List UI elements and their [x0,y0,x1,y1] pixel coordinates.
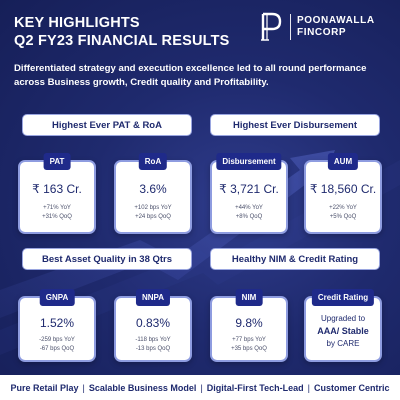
logo-line-1: POONAWALLA [297,15,375,26]
card-qoq: +31% QoQ [42,214,72,220]
card-qoq: -67 bps QoQ [39,346,75,352]
card-qoq: +35 bps QoQ [231,346,267,352]
growth-arrow-decoration [0,150,400,355]
card-credit-rating: Credit Rating Upgraded to AAA/ Stable by… [304,289,382,362]
card-roa: RoA 3.6% +102 bps YoY +24 bps QoQ [114,153,192,234]
footer-item: Pure Retail Play [10,382,79,393]
title-line-1: KEY HIGHLIGHTS [14,15,140,31]
card-value: ₹ 163 Cr. [32,182,82,196]
title-line-2: Q2 FY23 FINANCIAL RESULTS [14,33,230,49]
rating-line-1: Upgraded to [320,314,366,323]
card-yoy: -259 bps YoY [39,337,75,343]
card-label: RoA [138,153,168,170]
card-label: GNPA [39,289,75,306]
card-gnpa: GNPA 1.52% -259 bps YoY -67 bps QoQ [18,289,96,362]
card-qoq: +24 bps QoQ [135,214,171,220]
section-nim-rating: Healthy NIM & Credit Rating [210,248,380,270]
card-qoq: +5% QoQ [329,214,357,220]
company-logo: POONAWALLA FINCORP [258,12,375,42]
card-nnpa: NNPA 0.83% -118 bps YoY -13 bps QoQ [114,289,192,362]
poonawalla-p-logo-icon [261,12,282,41]
page-title: KEY HIGHLIGHTS Q2 FY23 FINANCIAL RESULTS [14,14,230,50]
card-yoy: +22% YoY [329,205,357,211]
logo-wordmark: POONAWALLA FINCORP [297,15,375,39]
section-pat-roa: Highest Ever PAT & RoA [22,114,192,136]
section-asset-quality: Best Asset Quality in 38 Qtrs [22,248,192,270]
card-pat: PAT ₹ 163 Cr. +71% YoY +31% QoQ [18,153,96,234]
card-qoq: +8% QoQ [235,214,263,220]
card-value: 9.8% [235,316,263,330]
card-yoy: +102 bps YoY [134,205,172,211]
card-label: NNPA [135,289,171,306]
card-label: NIM [235,289,263,306]
card-yoy: +71% YoY [43,205,71,211]
footer-separator: | [200,382,203,393]
card-label: Credit Rating [311,289,375,306]
rating-line-3: by CARE [326,339,360,348]
card-value: ₹ 18,560 Cr. [309,182,377,196]
card-value: ₹ 3,721 Cr. [219,182,279,196]
card-aum: AUM ₹ 18,560 Cr. +22% YoY +5% QoQ [304,153,382,234]
footer-strip: Pure Retail Play | Scalable Business Mod… [0,375,400,400]
card-label: PAT [43,153,71,170]
logo-divider [290,14,291,40]
card-nim: NIM 9.8% +77 bps YoY +35 bps QoQ [210,289,288,362]
footer-separator: | [307,382,310,393]
footer-item: Scalable Business Model [88,382,197,393]
rating-value: AAA/ Stable [317,326,369,336]
card-value: 1.52% [39,316,75,330]
card-yoy: +77 bps YoY [232,337,266,343]
footer-separator: | [82,382,85,393]
infographic-panel: KEY HIGHLIGHTS Q2 FY23 FINANCIAL RESULTS… [0,0,400,375]
card-yoy: +44% YoY [235,205,263,211]
tagline: Differentiated strategy and execution ex… [14,63,367,88]
logo-line-2: FINCORP [297,27,347,38]
card-label: Disbursement [216,153,282,170]
card-value: 3.6% [139,182,167,196]
card-label: AUM [327,153,359,170]
card-disbursement: Disbursement ₹ 3,721 Cr. +44% YoY +8% Qo… [210,153,288,234]
footer-item: Digital-First Tech-Lead [206,382,304,393]
section-disbursement: Highest Ever Disbursement [210,114,380,136]
card-yoy: -118 bps YoY [135,337,171,343]
footer-item: Customer Centric [313,382,390,393]
card-value: 0.83% [135,316,171,330]
card-qoq: -13 bps QoQ [135,346,171,352]
